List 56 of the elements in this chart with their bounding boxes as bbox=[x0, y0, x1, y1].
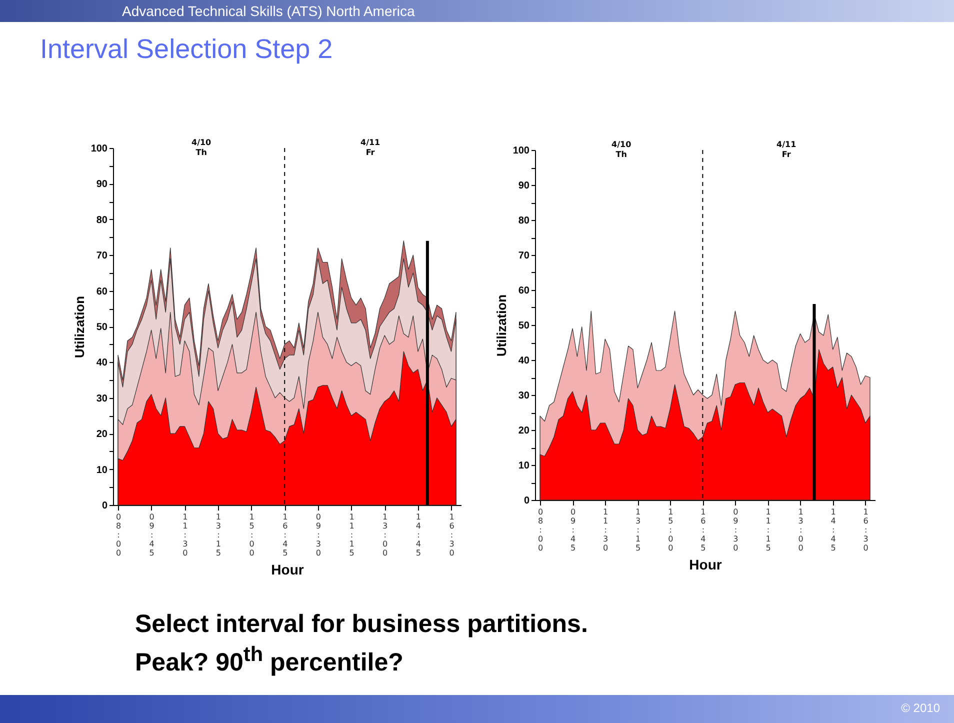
y-tick-label: 30 bbox=[518, 390, 530, 402]
y-tick-label: 80 bbox=[518, 216, 530, 226]
y-tick-label: 10 bbox=[96, 464, 108, 476]
x-tick-label: 08:00 bbox=[538, 508, 544, 552]
annotation: 4/11 Fr bbox=[776, 140, 797, 159]
y-tick-label: 100 bbox=[90, 144, 108, 154]
y-tick-label: 10 bbox=[518, 460, 530, 472]
x-tick-label: 15:00 bbox=[249, 512, 254, 558]
y-tick-label: 60 bbox=[96, 286, 108, 298]
x-axis-title: Hour bbox=[271, 562, 304, 578]
y-tick-label: 50 bbox=[96, 322, 108, 333]
chart-title: Interval Selection Step 2 bbox=[40, 34, 333, 65]
x-tick-label: 09:45 bbox=[149, 512, 154, 558]
x-tick-label: 11:30 bbox=[603, 508, 608, 552]
y-tick-label: 80 bbox=[96, 214, 108, 226]
annotation: 4/10 Th bbox=[191, 138, 212, 157]
x-tick-label: 16:45 bbox=[282, 512, 288, 558]
y-tick-label: 100 bbox=[512, 146, 530, 156]
text: Advanced Technical Skills (ATS) North America bbox=[122, 3, 415, 19]
text: © 2010 bbox=[901, 701, 940, 715]
text: Select interval for business partitions. Peak? 90$^{th}$ percentile? bbox=[135, 609, 589, 678]
y-tick-label: 20 bbox=[96, 429, 108, 440]
y-tick-label: 50 bbox=[518, 320, 530, 332]
y-tick-label: 40 bbox=[96, 358, 108, 369]
y-tick-label: 70 bbox=[518, 250, 530, 262]
y-tick-label: 30 bbox=[96, 393, 108, 404]
y-tick-label: 0 bbox=[102, 500, 108, 512]
annotation: 4/11 Fr bbox=[360, 138, 381, 157]
y-tick-label: 20 bbox=[518, 426, 530, 436]
x-axis-title: Hour bbox=[689, 556, 722, 572]
y-axis-title: Utilization bbox=[494, 294, 509, 357]
y-tick-label: 40 bbox=[518, 356, 530, 366]
x-tick-label: 09:45 bbox=[570, 508, 576, 552]
x-tick-label: 08:00 bbox=[116, 512, 122, 558]
y-tick-label: 90 bbox=[96, 179, 108, 190]
x-tick-label: 13:15 bbox=[636, 508, 641, 552]
x-tick-label: 13:00 bbox=[382, 512, 388, 558]
x-tick-label: 11:30 bbox=[182, 512, 188, 558]
y-tick-label: 0 bbox=[524, 496, 530, 506]
y-tick-label: 90 bbox=[518, 180, 530, 192]
x-tick-label: 13:00 bbox=[798, 508, 804, 552]
y-tick-label: 70 bbox=[96, 250, 108, 262]
x-tick-label: 09:30 bbox=[316, 512, 321, 558]
x-tick-label: 16:30 bbox=[449, 512, 454, 558]
x-tick-label: 16:30 bbox=[863, 508, 868, 552]
annotation: 4/10 Th bbox=[612, 140, 632, 159]
y-tick-label: 60 bbox=[518, 286, 530, 296]
y-axis-title: Utilization bbox=[72, 296, 87, 358]
x-tick-label: 14:45 bbox=[830, 508, 836, 552]
x-tick-label: 09:30 bbox=[733, 508, 738, 552]
x-tick-label: 15:00 bbox=[668, 508, 674, 552]
x-tick-label: 13:15 bbox=[216, 512, 222, 558]
x-tick-label: 11:15 bbox=[766, 508, 771, 552]
x-tick-label: 11:15 bbox=[349, 512, 354, 558]
x-tick-label: 14:45 bbox=[416, 512, 421, 558]
x-tick-label: 16:45 bbox=[700, 508, 706, 552]
